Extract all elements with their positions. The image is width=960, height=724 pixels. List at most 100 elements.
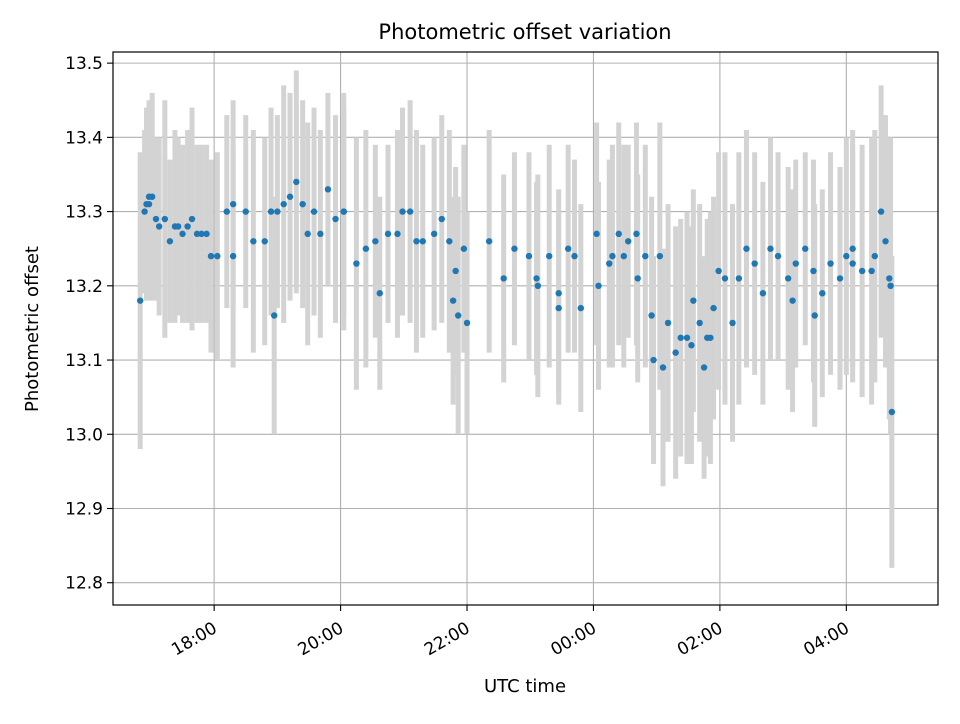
- data-point: [656, 252, 664, 260]
- data-point: [774, 252, 782, 260]
- data-point: [836, 275, 844, 282]
- data-point: [888, 408, 896, 416]
- data-point: [229, 200, 237, 208]
- data-point: [353, 260, 360, 267]
- data-point: [267, 208, 275, 215]
- y-axis-ticks: 12.8 12.9 13.0 13.1 13.2 13.3 13.4 13.5: [65, 54, 113, 594]
- data-point: [332, 215, 339, 223]
- data-point: [376, 290, 383, 297]
- data-point: [696, 319, 703, 327]
- data-point: [609, 252, 616, 260]
- data-point: [511, 245, 518, 252]
- data-point: [877, 208, 885, 215]
- data-point: [595, 282, 602, 290]
- data-point: [871, 252, 878, 260]
- data-point: [533, 275, 540, 282]
- data-point: [810, 267, 817, 275]
- data-point: [577, 304, 585, 312]
- y-tick-label: 13.2: [65, 277, 103, 297]
- data-point: [166, 238, 174, 245]
- data-point: [564, 245, 572, 252]
- data-point: [887, 282, 894, 290]
- data-point: [642, 252, 649, 260]
- data-point: [634, 275, 641, 282]
- y-axis-label: Photometric offset: [22, 246, 43, 412]
- data-points: [136, 178, 896, 416]
- data-point: [188, 215, 196, 223]
- data-point: [280, 200, 287, 208]
- data-point: [293, 178, 300, 186]
- data-point: [485, 238, 493, 245]
- y-tick-label: 12.9: [65, 500, 103, 520]
- data-point: [721, 275, 729, 282]
- data-point: [672, 349, 679, 356]
- data-point: [454, 312, 462, 319]
- data-point: [317, 230, 324, 238]
- data-point: [882, 238, 889, 245]
- data-point: [214, 252, 221, 260]
- error-bars: [137, 70, 895, 568]
- data-point: [633, 230, 640, 238]
- data-point: [179, 230, 186, 238]
- data-point: [286, 193, 294, 200]
- x-tick-label: 04:00: [800, 618, 852, 660]
- y-tick-label: 13.1: [65, 351, 103, 371]
- data-point: [145, 200, 153, 208]
- data-point: [406, 208, 414, 215]
- data-point: [858, 267, 866, 275]
- data-point: [849, 260, 856, 267]
- data-point: [207, 252, 215, 260]
- data-point: [625, 238, 632, 245]
- data-point: [299, 200, 306, 208]
- data-point: [606, 260, 613, 267]
- data-point: [677, 334, 684, 341]
- data-point: [384, 230, 392, 238]
- data-point: [659, 364, 667, 371]
- data-point: [399, 208, 406, 215]
- data-point: [460, 245, 468, 252]
- data-point: [868, 267, 875, 275]
- data-point: [690, 297, 697, 304]
- data-point: [430, 230, 438, 238]
- data-point: [152, 215, 160, 223]
- data-point: [413, 238, 420, 245]
- data-point: [620, 252, 628, 260]
- data-point: [784, 275, 792, 282]
- data-point: [324, 186, 332, 193]
- data-point: [735, 275, 743, 282]
- x-axis-ticks: 18:00 20:00 22:00 00:00 02:00 04:00: [168, 605, 853, 660]
- data-point: [271, 312, 278, 319]
- data-point: [534, 282, 542, 290]
- data-point: [571, 252, 578, 260]
- data-point: [843, 252, 850, 260]
- data-point: [274, 208, 281, 215]
- data-point: [650, 356, 657, 364]
- data-point: [715, 267, 722, 275]
- data-point: [362, 245, 370, 252]
- y-tick-label: 12.8: [65, 574, 103, 594]
- data-point: [789, 297, 796, 304]
- data-point: [751, 260, 758, 267]
- data-point: [819, 290, 826, 297]
- data-point: [525, 252, 533, 260]
- data-point: [849, 245, 856, 252]
- data-point: [767, 245, 774, 252]
- data-point: [729, 319, 736, 327]
- data-point: [449, 297, 457, 304]
- x-axis-label: UTC time: [484, 676, 566, 697]
- data-point: [648, 312, 655, 319]
- y-tick-label: 13.4: [65, 128, 103, 148]
- data-point: [340, 208, 347, 215]
- data-point: [198, 230, 205, 238]
- chart-title: Photometric offset variation: [378, 20, 671, 44]
- x-tick-label: 18:00: [168, 618, 220, 660]
- data-point: [184, 223, 191, 230]
- data-point: [759, 290, 767, 297]
- data-point: [827, 260, 834, 267]
- plot-frame: [112, 51, 939, 606]
- data-point: [304, 230, 311, 238]
- x-tick-label: 20:00: [295, 618, 347, 660]
- data-point: [193, 230, 201, 238]
- x-tick-label: 02:00: [674, 618, 726, 660]
